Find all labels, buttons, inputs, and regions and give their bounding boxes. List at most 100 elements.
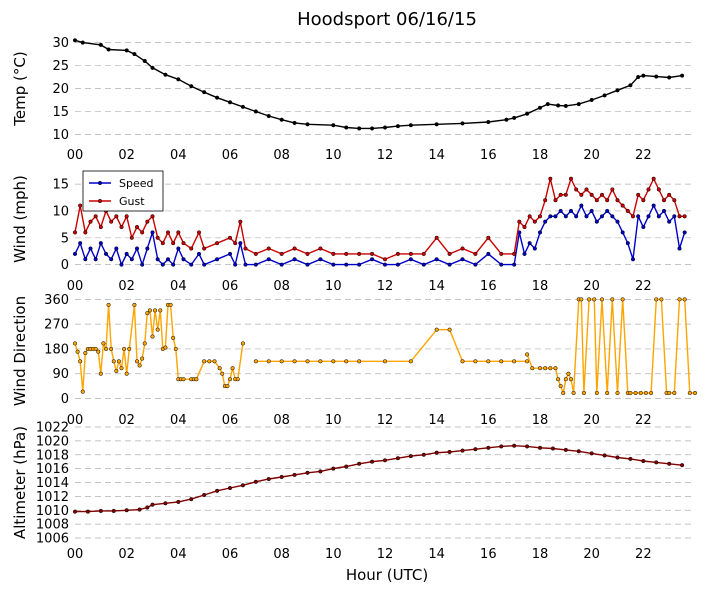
data-point xyxy=(160,262,165,267)
data-point xyxy=(109,346,114,351)
legend-marker xyxy=(97,198,103,204)
data-point xyxy=(220,371,225,376)
data-point xyxy=(602,453,607,458)
data-point xyxy=(318,469,323,474)
data-point xyxy=(499,262,504,267)
data-point xyxy=(253,479,258,484)
data-point xyxy=(395,124,400,129)
y-tick-label: 1022 xyxy=(36,421,69,436)
data-point xyxy=(109,219,114,224)
data-point xyxy=(382,359,388,364)
x-tick-label: 06 xyxy=(222,547,239,562)
x-tick-label: 08 xyxy=(273,148,290,163)
data-point xyxy=(525,111,530,116)
data-point xyxy=(215,488,220,493)
data-point xyxy=(240,104,245,109)
data-point xyxy=(594,219,599,224)
data-point xyxy=(253,262,258,267)
data-point xyxy=(171,241,176,246)
data-point xyxy=(659,297,664,302)
data-point xyxy=(517,219,522,224)
data-point xyxy=(563,192,568,197)
data-point xyxy=(594,390,599,396)
data-point xyxy=(687,390,692,396)
data-point xyxy=(646,214,651,219)
data-point xyxy=(382,125,388,130)
data-point xyxy=(98,225,103,230)
data-point xyxy=(548,366,553,371)
data-point xyxy=(78,359,83,364)
data-point xyxy=(584,214,589,219)
data-point xyxy=(512,443,517,448)
x-tick-label: 14 xyxy=(428,547,445,562)
data-point xyxy=(150,334,155,339)
data-point xyxy=(641,458,646,464)
x-tick-label: 12 xyxy=(377,547,394,562)
x-tick-label: 04 xyxy=(170,413,187,428)
data-point xyxy=(72,230,78,235)
x-tick-label: 08 xyxy=(273,279,290,294)
data-point xyxy=(382,262,388,267)
data-point xyxy=(370,126,375,131)
data-point xyxy=(98,241,103,246)
data-point xyxy=(654,460,659,465)
y-axis-label: Wind (mph) xyxy=(11,175,29,263)
data-point xyxy=(124,48,129,53)
data-point xyxy=(119,262,124,267)
data-point xyxy=(176,499,181,504)
data-point xyxy=(189,84,194,89)
series-points xyxy=(525,297,698,396)
data-point xyxy=(168,302,173,307)
data-point xyxy=(408,123,413,128)
x-tick-label: 22 xyxy=(635,547,652,562)
data-point xyxy=(599,297,605,302)
y-tick-label: 0 xyxy=(61,392,69,407)
data-point xyxy=(548,176,553,181)
data-point xyxy=(574,214,579,219)
data-point xyxy=(692,390,698,396)
data-point xyxy=(563,103,568,108)
y-tick-label: 1014 xyxy=(36,476,69,491)
data-point xyxy=(344,359,349,364)
y-tick-label: 10 xyxy=(52,128,69,143)
x-tick-label: 02 xyxy=(118,279,135,294)
data-point xyxy=(421,251,426,256)
data-point xyxy=(202,262,207,267)
data-point xyxy=(158,308,163,313)
x-tick-label: 12 xyxy=(377,413,394,428)
data-point xyxy=(227,100,233,105)
data-point xyxy=(103,251,109,256)
data-point xyxy=(163,72,168,77)
data-point xyxy=(558,384,563,389)
data-point xyxy=(155,235,160,240)
data-point xyxy=(331,262,336,267)
data-point xyxy=(72,38,78,43)
data-point xyxy=(279,117,284,122)
data-point xyxy=(266,257,271,262)
series-line xyxy=(255,329,528,362)
data-point xyxy=(677,297,682,302)
data-point xyxy=(447,449,452,455)
x-tick-label: 18 xyxy=(532,148,549,163)
data-point xyxy=(654,74,659,79)
data-point xyxy=(173,346,178,351)
data-point xyxy=(357,251,362,256)
data-point xyxy=(395,262,400,267)
series-points xyxy=(72,203,687,267)
data-point xyxy=(318,359,323,364)
x-tick-label: 02 xyxy=(118,413,135,428)
y-tick-label: 1018 xyxy=(36,448,69,463)
data-point xyxy=(620,203,625,208)
data-point xyxy=(235,377,240,382)
x-tick-label: 20 xyxy=(583,279,600,294)
y-tick-label: 15 xyxy=(52,178,69,193)
data-point xyxy=(124,371,129,376)
data-point xyxy=(305,359,310,364)
data-point xyxy=(331,251,336,256)
data-point xyxy=(140,262,145,267)
data-point xyxy=(98,42,103,47)
data-point xyxy=(537,105,543,110)
data-point xyxy=(357,262,362,267)
data-point xyxy=(253,251,258,256)
x-tick-label: 22 xyxy=(635,413,652,428)
